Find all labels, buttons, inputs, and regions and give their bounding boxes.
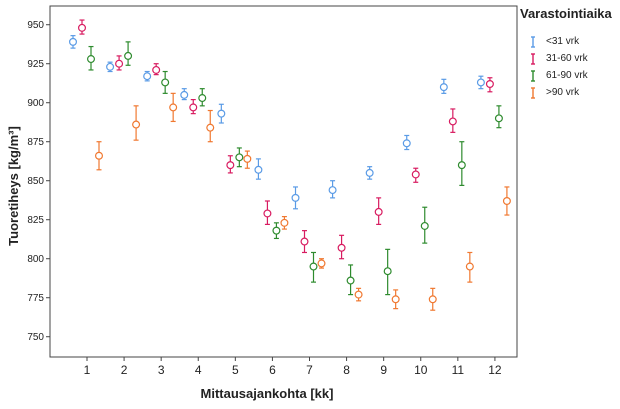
data-point [346,276,355,285]
legend-label: 31-60 vrk [546,53,588,64]
tick-label-x: 11 [452,363,465,377]
data-point [428,295,437,304]
data-point [391,295,400,304]
data-point [439,83,448,92]
data-point [94,151,103,160]
data-point [300,237,309,246]
x-axis-label: Mittausajankohta [kk] [201,386,334,401]
data-point [411,170,420,179]
data-point [457,161,466,170]
tick-label-y: 875 [27,137,44,148]
data-point [86,55,95,64]
data-point [420,221,429,230]
data-point [309,262,318,271]
legend-item: >90 vrk [526,84,620,101]
data-point [243,154,252,163]
data-point [180,90,189,99]
data-point [143,72,152,81]
data-point [448,117,457,126]
tick-label-x: 10 [414,363,428,377]
data-point [272,226,281,235]
tick-label-y: 925 [27,59,44,70]
data-point [206,123,215,132]
tick-label-x: 9 [380,363,387,377]
legend: Varastointiaika <31 vrk 31-60 vrk 61-90 vr… [520,6,620,101]
tick-label-x: 2 [121,363,128,377]
data-point [465,262,474,271]
data-point [494,114,503,123]
plot-area [49,5,518,358]
tick-label-y: 950 [27,20,44,31]
legend-items: <31 vrk 31-60 vrk 61-90 vrk >90 vrk [520,33,620,101]
tick-label-x: 1 [84,363,91,377]
tick-label-x: 4 [195,363,202,377]
tick-label-x: 12 [488,363,502,377]
chart-marks [68,19,511,311]
series-1 [68,35,485,210]
data-point [235,153,244,162]
data-point [263,209,272,218]
legend-item: 31-60 vrk [526,50,620,67]
data-point [161,78,170,87]
data-point [365,168,374,177]
data-point [317,259,326,268]
data-point [402,139,411,148]
tick-label-y: 850 [27,176,44,187]
data-point [198,94,207,103]
series-3 [86,41,503,296]
series-2 [77,19,494,260]
data-point [124,51,133,60]
data-point [226,161,235,170]
legend-item: <31 vrk [526,33,620,50]
tick-label-y: 800 [27,254,44,265]
tick-label-y: 775 [27,293,44,304]
data-point [189,103,198,112]
legend-label: <31 vrk [546,36,580,47]
legend-swatch [531,86,535,99]
legend-label: >90 vrk [546,87,580,98]
data-point [77,23,86,32]
tick-label-y: 825 [27,215,44,226]
data-point [328,186,337,195]
series-4 [94,92,511,311]
data-point [383,267,392,276]
data-point [132,120,141,129]
data-point [254,165,263,174]
data-point [68,37,77,46]
tick-label-x: 7 [306,363,313,377]
data-point [476,78,485,87]
tick-label-x: 5 [232,363,239,377]
data-point [169,103,178,112]
tick-label-x: 6 [269,363,276,377]
data-point [485,79,494,88]
data-point [217,109,226,118]
y-axis-label: Tuoretiheys [kg/m³] [6,126,21,246]
tick-label-x: 3 [158,363,165,377]
data-point [291,193,300,202]
legend-item: 61-90 vrk [526,67,620,84]
data-point [280,218,289,227]
legend-swatch [531,52,535,65]
tick-label-x: 8 [343,363,350,377]
legend-label: 61-90 vrk [546,70,588,81]
data-point [502,197,511,206]
data-point [115,59,124,68]
data-point [152,65,161,74]
legend-title: Varastointiaika [520,6,612,21]
tick-label-y: 750 [27,332,44,343]
data-point [354,290,363,299]
legend-swatch [531,69,535,82]
data-point [337,243,346,252]
legend-swatch [531,35,535,48]
tick-label-y: 900 [27,98,44,109]
data-point [106,62,115,71]
axes [46,5,518,361]
data-point [374,207,383,216]
